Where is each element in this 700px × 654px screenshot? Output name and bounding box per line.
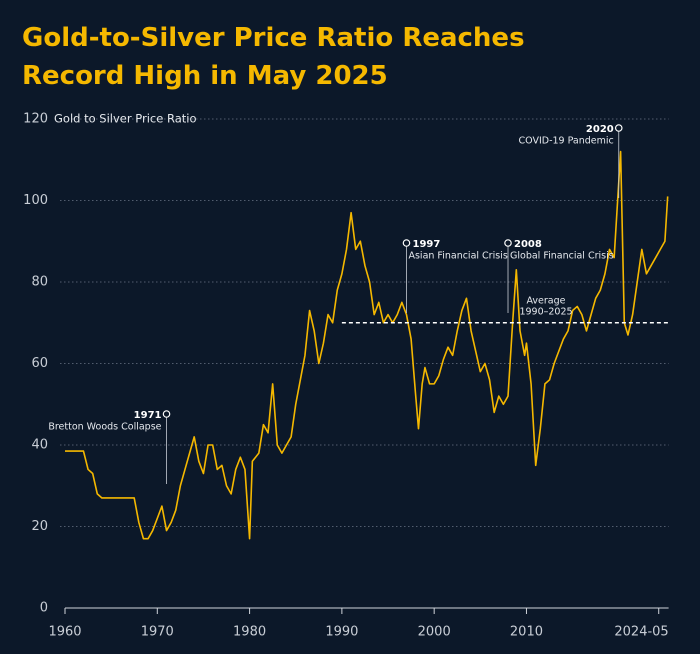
y-tick-label: 0 [40, 601, 48, 616]
x-tick-label: 1960 [48, 625, 81, 640]
annotation-year: 2020 [586, 124, 614, 135]
x-tick-label: 1980 [233, 625, 266, 640]
chart-title: Record High in May 2025 [22, 61, 388, 91]
annotation-marker [614, 124, 623, 132]
x-tick-label: 2000 [418, 625, 451, 640]
annotation-label: Global Financial Crisis [510, 251, 614, 262]
y-tick-label: 60 [31, 356, 48, 371]
x-tick-label: 1990 [325, 625, 358, 640]
average-label: 1990–2025 [519, 306, 572, 317]
annotation-year: 1971 [134, 410, 162, 421]
y-tick-label: 20 [31, 519, 48, 534]
annotation-year: 1997 [412, 239, 440, 250]
annotation-marker [162, 410, 171, 418]
annotation-year: 2008 [514, 239, 542, 250]
annotation-marker [504, 239, 512, 247]
average-label: Average [526, 295, 565, 306]
y-tick-label: 80 [31, 275, 48, 290]
y-tick-label: 120 [23, 112, 48, 127]
annotation-label: COVID-19 Pandemic [519, 136, 614, 147]
y-axis-label: Gold to Silver Price Ratio [54, 112, 197, 126]
annotation-marker [402, 239, 411, 247]
annotation-label: Asian Financial Crisis [408, 251, 507, 262]
chart-title: Gold-to-Silver Price Ratio Reaches [22, 23, 525, 53]
x-tick-label: 1970 [141, 625, 174, 640]
x-tick-label: 2010 [510, 625, 543, 640]
y-tick-label: 40 [31, 438, 48, 453]
annotation-label: Bretton Woods Collapse [48, 422, 161, 433]
y-tick-label: 100 [23, 193, 48, 208]
x-tick-label: 2024-05 [614, 625, 668, 640]
